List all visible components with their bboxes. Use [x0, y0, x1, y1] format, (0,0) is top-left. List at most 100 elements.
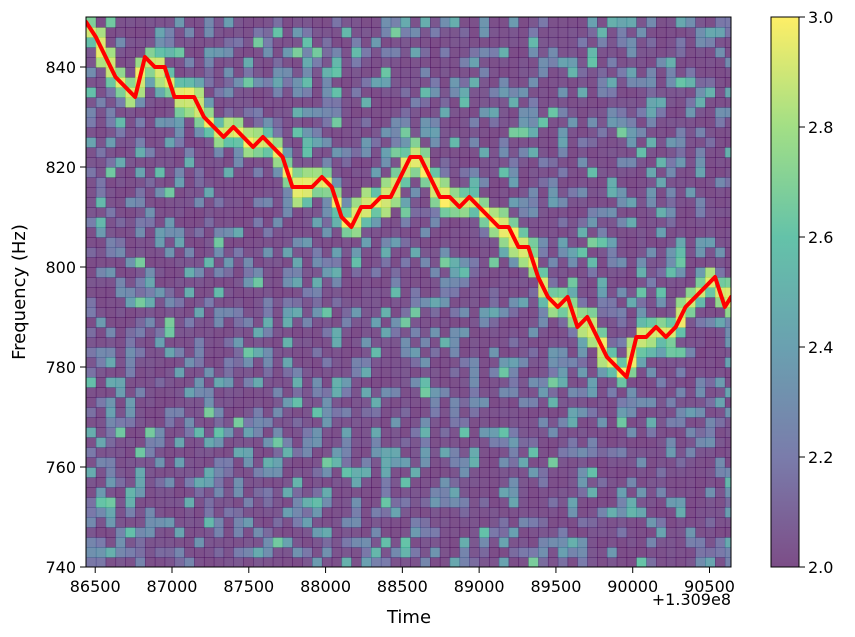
- heatmap-cell: [538, 527, 549, 538]
- heatmap-cell: [400, 477, 411, 488]
- heatmap-cell: [125, 267, 136, 278]
- heatmap-cell: [223, 117, 235, 128]
- heatmap-cell: [715, 67, 726, 78]
- heatmap-cell: [479, 447, 490, 458]
- heatmap-cell: [194, 477, 205, 488]
- heatmap-cell: [292, 397, 303, 408]
- heatmap-cell: [95, 537, 107, 548]
- heatmap-cell: [321, 487, 333, 498]
- heatmap-cell: [439, 477, 451, 488]
- heatmap-cell: [488, 187, 500, 198]
- heatmap-cell: [410, 507, 421, 518]
- heatmap-cell: [705, 267, 716, 278]
- heatmap-cell: [646, 217, 657, 228]
- heatmap-cell: [184, 27, 195, 38]
- heatmap-cell: [705, 207, 716, 218]
- heatmap-cell: [439, 277, 451, 288]
- heatmap-cell: [194, 247, 205, 258]
- heatmap-cell: [410, 387, 421, 398]
- heatmap-cell: [616, 77, 628, 88]
- heatmap-cell: [331, 427, 343, 438]
- heatmap-cell: [656, 107, 667, 118]
- heatmap-cell: [361, 297, 372, 308]
- heatmap-cell: [410, 317, 421, 328]
- heatmap-cell: [597, 487, 608, 498]
- heatmap-cell: [459, 287, 470, 298]
- heatmap-cell: [253, 447, 264, 458]
- heatmap-cell: [86, 287, 97, 298]
- heatmap-cell: [410, 277, 421, 288]
- heatmap-cell: [154, 327, 166, 338]
- heatmap-cell: [439, 177, 451, 188]
- heatmap-cell: [675, 507, 687, 518]
- heatmap-cell: [420, 537, 431, 548]
- heatmap-cell: [105, 67, 117, 78]
- heatmap-cell: [243, 37, 254, 48]
- heatmap-cell: [262, 37, 274, 48]
- heatmap-cell: [420, 77, 431, 88]
- heatmap-cell: [302, 487, 313, 498]
- heatmap-cell: [665, 137, 677, 148]
- heatmap-cell: [135, 127, 146, 138]
- heatmap-cell: [302, 167, 313, 178]
- heatmap-cell: [115, 177, 126, 188]
- heatmap-cell: [420, 507, 431, 518]
- heatmap-cell: [174, 447, 185, 458]
- heatmap-cell: [606, 337, 618, 348]
- heatmap-cell: [675, 427, 687, 438]
- heatmap-cell: [341, 207, 352, 218]
- heatmap-cell: [715, 537, 726, 548]
- heatmap-cell: [587, 37, 598, 48]
- heatmap-cell: [597, 157, 608, 168]
- heatmap-cell: [479, 77, 490, 88]
- heatmap-cell: [184, 507, 195, 518]
- heatmap-cell: [724, 287, 731, 298]
- heatmap-cell: [243, 47, 254, 58]
- heatmap-cell: [587, 417, 598, 428]
- heatmap-cell: [154, 137, 166, 148]
- heatmap-cell: [184, 87, 195, 98]
- heatmap-cell: [253, 367, 264, 378]
- heatmap-cell: [272, 337, 284, 348]
- heatmap-cell: [498, 237, 510, 248]
- heatmap-cell: [243, 197, 254, 208]
- heatmap-cell: [174, 167, 185, 178]
- heatmap-cell: [606, 227, 618, 238]
- heatmap-cell: [86, 527, 97, 538]
- heatmap-cell: [616, 557, 628, 567]
- heatmap-cell: [587, 327, 598, 338]
- heatmap-cell: [292, 117, 303, 128]
- heatmap-cell: [459, 377, 470, 388]
- heatmap-cell: [86, 407, 97, 418]
- heatmap-cell: [184, 267, 195, 278]
- heatmap-cell: [331, 147, 343, 158]
- heatmap-cell: [665, 397, 677, 408]
- heatmap-cell: [597, 277, 608, 288]
- heatmap-cell: [194, 367, 205, 378]
- heatmap-cell: [223, 137, 235, 148]
- heatmap-cell: [646, 427, 657, 438]
- heatmap-cell: [390, 507, 402, 518]
- heatmap-cell: [233, 497, 244, 508]
- heatmap-cell: [577, 467, 588, 478]
- heatmap-cell: [341, 27, 352, 38]
- heatmap-cell: [302, 277, 313, 288]
- heatmap-cell: [675, 147, 687, 158]
- heatmap-cell: [498, 317, 510, 328]
- heatmap-cell: [154, 267, 166, 278]
- heatmap-cell: [577, 297, 588, 308]
- heatmap-cell: [449, 137, 461, 148]
- heatmap-cell: [223, 107, 235, 118]
- heatmap-cell: [262, 537, 274, 548]
- heatmap-cell: [449, 407, 461, 418]
- heatmap-cell: [547, 517, 559, 528]
- heatmap-cell: [371, 237, 382, 248]
- heatmap-cell: [302, 297, 313, 308]
- heatmap-cell: [597, 527, 608, 538]
- heatmap-cell: [606, 147, 618, 158]
- heatmap-cell: [675, 97, 687, 108]
- heatmap-cell: [449, 17, 461, 28]
- heatmap-cell: [184, 37, 195, 48]
- heatmap-cell: [380, 347, 392, 358]
- heatmap-cell: [380, 417, 392, 428]
